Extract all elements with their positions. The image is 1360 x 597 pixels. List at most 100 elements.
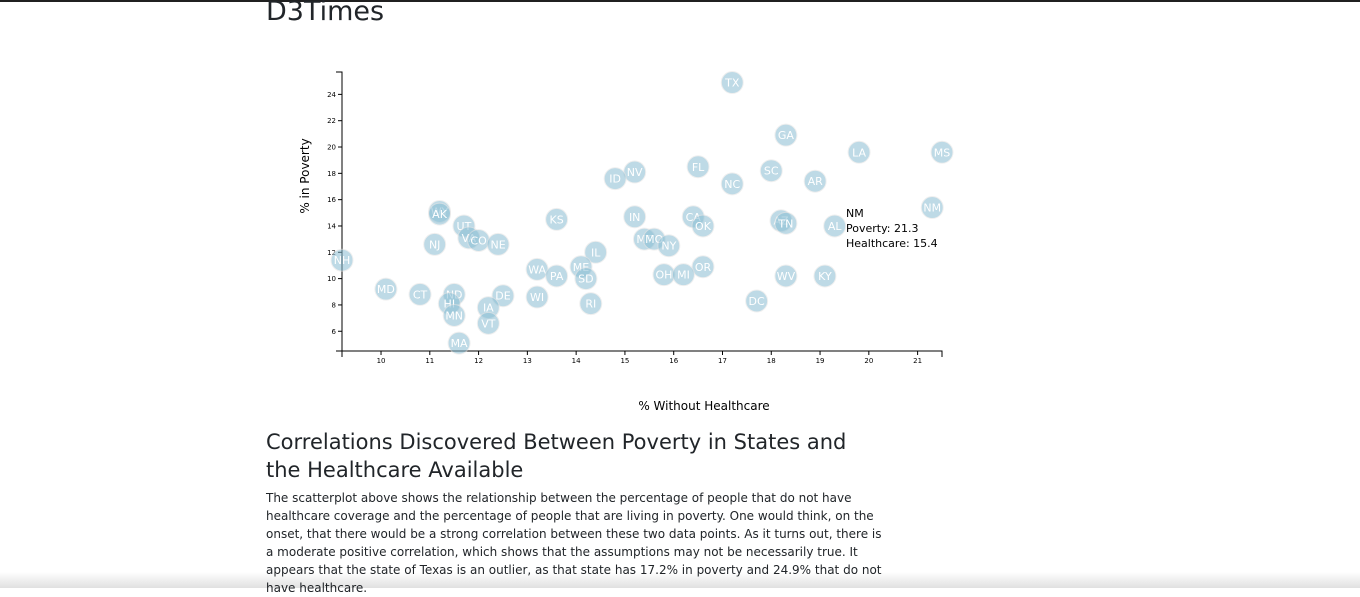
- state-circle[interactable]: [813, 264, 837, 288]
- state-point-ms[interactable]: MS: [930, 140, 954, 164]
- state-point-nc[interactable]: NC: [720, 172, 744, 196]
- state-point-wv[interactable]: WV: [774, 264, 798, 288]
- state-point-oh[interactable]: OH: [652, 263, 676, 287]
- state-circle[interactable]: [423, 232, 447, 256]
- state-point-sd[interactable]: SD: [574, 267, 598, 291]
- state-circle[interactable]: [774, 211, 798, 235]
- state-circle[interactable]: [584, 240, 608, 264]
- state-circle[interactable]: [574, 267, 598, 291]
- state-circle[interactable]: [691, 255, 715, 279]
- state-circle[interactable]: [603, 167, 627, 191]
- x-axis: 10 11 12 13 14 15 16 17 18 19 20 21: [341, 350, 943, 365]
- state-circle[interactable]: [720, 172, 744, 196]
- state-circle[interactable]: [691, 214, 715, 238]
- state-circle[interactable]: [745, 289, 769, 313]
- state-circle[interactable]: [428, 202, 452, 226]
- state-circle[interactable]: [374, 277, 398, 301]
- state-circle[interactable]: [720, 71, 744, 95]
- state-circle[interactable]: [330, 248, 354, 272]
- state-label: IL: [591, 246, 601, 259]
- state-point-nm[interactable]: NM: [920, 196, 944, 220]
- state-circle[interactable]: [476, 311, 500, 335]
- state-point-ne[interactable]: NE: [486, 232, 510, 256]
- x-tick-label: 16: [669, 357, 678, 365]
- state-point-tn[interactable]: TN: [774, 211, 798, 235]
- state-circle[interactable]: [774, 264, 798, 288]
- state-point-ny[interactable]: NY: [657, 234, 681, 258]
- state-circle[interactable]: [686, 155, 710, 179]
- state-label: OH: [655, 269, 672, 282]
- state-point-vt[interactable]: VT: [476, 311, 500, 335]
- state-label: VT: [481, 317, 496, 330]
- state-circle[interactable]: [671, 263, 695, 287]
- state-point-pa[interactable]: PA: [545, 264, 569, 288]
- state-label: NH: [334, 254, 351, 267]
- state-point-wi[interactable]: WI: [525, 285, 549, 309]
- state-point-or[interactable]: OR: [691, 255, 715, 279]
- x-tick-label: 17: [718, 357, 727, 365]
- state-circle[interactable]: [486, 232, 510, 256]
- state-point-ma[interactable]: MA: [447, 331, 471, 355]
- x-axis-title[interactable]: % Without Healthcare: [638, 399, 769, 413]
- x-tick-label: 20: [864, 357, 873, 365]
- state-point-nv[interactable]: NV: [623, 160, 647, 184]
- state-point-la[interactable]: LA: [847, 140, 871, 164]
- state-circle[interactable]: [525, 285, 549, 309]
- state-point-ct[interactable]: CT: [408, 282, 432, 306]
- state-point-ak[interactable]: AK: [428, 202, 452, 226]
- state-label: TX: [724, 77, 740, 90]
- state-point-ks[interactable]: KS: [545, 207, 569, 231]
- state-circle[interactable]: [579, 292, 603, 316]
- state-circle[interactable]: [442, 303, 466, 327]
- state-label: MI: [677, 269, 690, 282]
- state-label: AR: [808, 175, 824, 188]
- x-tick-label: 18: [767, 357, 776, 365]
- state-point-in[interactable]: IN: [623, 205, 647, 229]
- state-point-ga[interactable]: GA: [774, 123, 798, 147]
- state-circle[interactable]: [920, 196, 944, 220]
- state-point-sc[interactable]: SC: [759, 159, 783, 183]
- state-point-mi[interactable]: MI: [671, 263, 695, 287]
- state-point-nh[interactable]: NH: [330, 248, 354, 272]
- state-label: NE: [491, 238, 506, 251]
- state-circle[interactable]: [545, 207, 569, 231]
- state-circle[interactable]: [657, 234, 681, 258]
- state-point-fl[interactable]: FL: [686, 155, 710, 179]
- state-label: MS: [934, 146, 950, 159]
- y-axis-line: [336, 71, 343, 352]
- state-circle[interactable]: [759, 159, 783, 183]
- state-label: SD: [578, 273, 593, 286]
- state-circle[interactable]: [823, 214, 847, 238]
- state-circle[interactable]: [930, 140, 954, 164]
- state-circle[interactable]: [408, 282, 432, 306]
- state-label: KS: [550, 213, 564, 226]
- state-point-nj[interactable]: NJ: [423, 232, 447, 256]
- state-point-mn[interactable]: MN: [442, 303, 466, 327]
- state-point-co[interactable]: CO: [467, 228, 491, 252]
- state-point-tx[interactable]: TX: [720, 71, 744, 95]
- state-point-ri[interactable]: RI: [579, 292, 603, 316]
- state-circle[interactable]: [545, 264, 569, 288]
- state-point-ok[interactable]: OK: [691, 214, 715, 238]
- state-point-wa[interactable]: WA: [525, 257, 549, 281]
- state-point-il[interactable]: IL: [584, 240, 608, 264]
- state-circle[interactable]: [847, 140, 871, 164]
- state-label: CO: [470, 234, 487, 247]
- x-tick-label: 11: [425, 357, 434, 365]
- state-point-md[interactable]: MD: [374, 277, 398, 301]
- state-point-ky[interactable]: KY: [813, 264, 837, 288]
- state-circle[interactable]: [447, 331, 471, 355]
- x-tick-label: 13: [523, 357, 532, 365]
- state-point-al[interactable]: AL: [823, 214, 847, 238]
- state-circle[interactable]: [774, 123, 798, 147]
- y-axis-title[interactable]: % in Poverty: [298, 138, 312, 213]
- state-label: WI: [530, 291, 544, 304]
- state-point-ar[interactable]: AR: [803, 169, 827, 193]
- state-circle[interactable]: [623, 205, 647, 229]
- state-point-dc[interactable]: DC: [745, 289, 769, 313]
- state-circle[interactable]: [803, 169, 827, 193]
- state-label: NJ: [429, 238, 440, 251]
- x-tick-label: 12: [474, 357, 483, 365]
- state-label: TN: [777, 217, 793, 230]
- state-point-id[interactable]: ID: [603, 167, 627, 191]
